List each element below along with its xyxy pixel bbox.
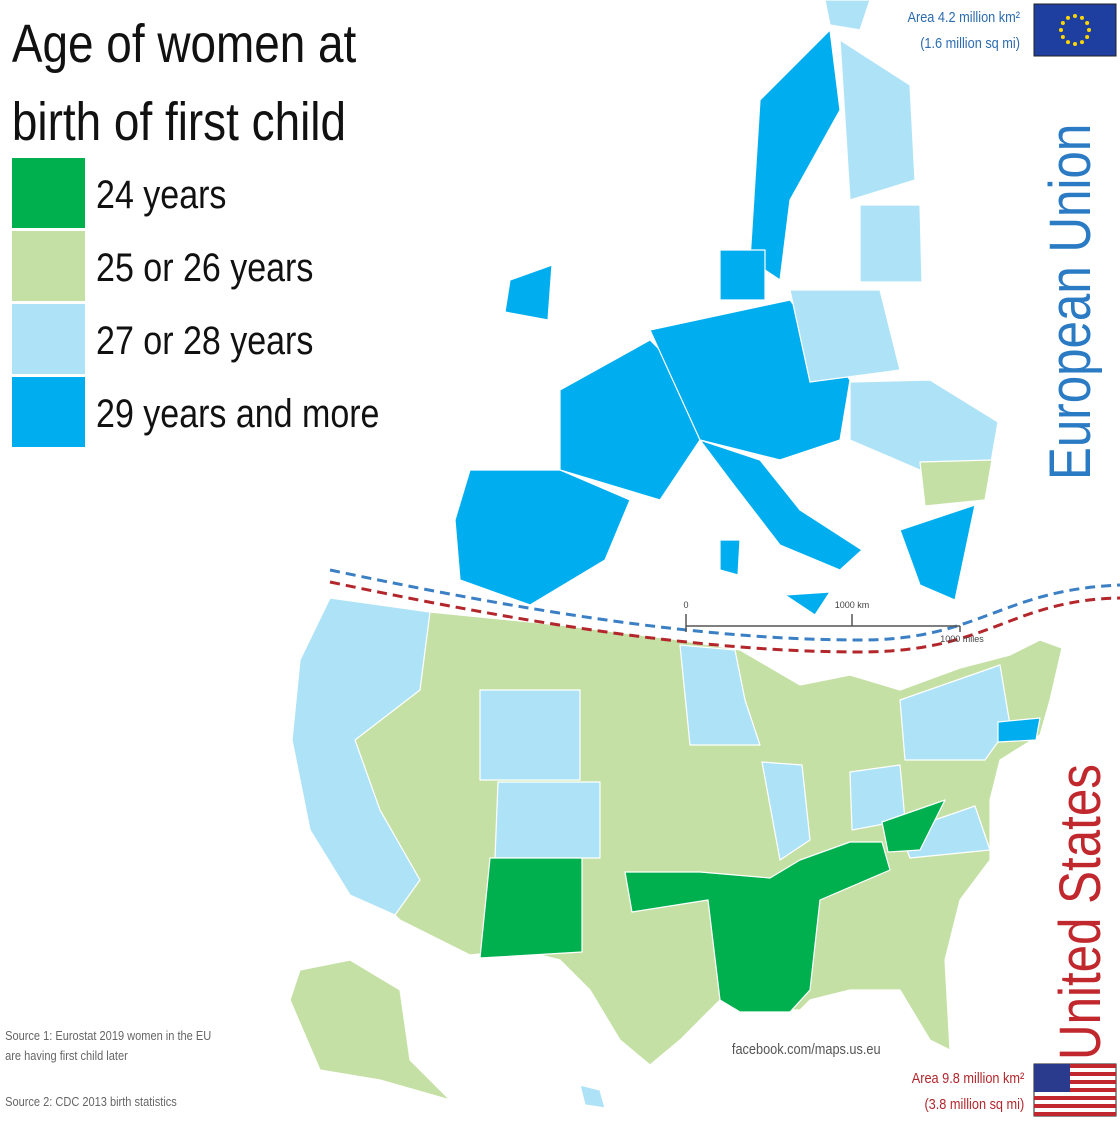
region xyxy=(494,781,601,859)
region xyxy=(789,289,901,383)
scale-label: 0 xyxy=(683,600,688,610)
region xyxy=(784,591,831,616)
legend-swatch xyxy=(12,231,85,301)
flag-star xyxy=(1066,40,1070,45)
region xyxy=(579,1084,606,1109)
flag-star xyxy=(1066,15,1070,20)
region xyxy=(899,664,1011,761)
regions xyxy=(289,0,1063,1109)
flag-stripe xyxy=(1070,1072,1116,1076)
flag-star xyxy=(1080,40,1084,45)
source: Source 2: CDC 2013 birth statistics xyxy=(5,1094,177,1109)
region xyxy=(679,644,761,746)
credit: facebook.com/maps.us.eu xyxy=(732,1040,881,1057)
region xyxy=(699,439,863,571)
flag-star xyxy=(1080,15,1084,20)
flag-star xyxy=(1085,21,1090,25)
legend-swatch xyxy=(12,304,85,374)
us-area-sq-mi: (3.8 million sq mi) xyxy=(924,1095,1024,1112)
us-name: United States xyxy=(1048,764,1113,1060)
region xyxy=(997,717,1041,743)
flag-star xyxy=(1060,21,1065,25)
legend-label: 25 or 26 years xyxy=(96,244,313,289)
legend-label: 27 or 28 years xyxy=(96,317,313,362)
flag-star xyxy=(1073,42,1077,46)
flag-star xyxy=(1087,28,1091,32)
region xyxy=(761,761,811,861)
region xyxy=(289,959,451,1101)
title-line: birth of first child xyxy=(12,92,346,152)
eu-name: European Union xyxy=(1038,124,1103,480)
legend-swatch xyxy=(12,377,85,447)
region xyxy=(899,504,976,601)
flag-star xyxy=(1060,35,1065,39)
region xyxy=(624,841,891,1013)
region xyxy=(719,249,766,301)
scale-bar xyxy=(685,614,961,632)
region xyxy=(504,264,553,321)
region xyxy=(454,469,631,606)
flag-canton xyxy=(1034,1064,1070,1092)
us-area: Area 9.8 million km² xyxy=(912,1069,1025,1086)
region xyxy=(849,379,999,471)
region xyxy=(839,39,916,201)
region xyxy=(479,857,583,959)
flag-star xyxy=(1073,14,1077,18)
us-flag xyxy=(1033,1063,1117,1117)
flag-stripe xyxy=(1070,1080,1116,1084)
title-line: Age of women at xyxy=(12,14,356,74)
flag-stripe xyxy=(1070,1064,1116,1068)
flag-stripe xyxy=(1070,1088,1116,1092)
region xyxy=(479,689,581,781)
region xyxy=(881,799,946,853)
scale-label: 1000 miles xyxy=(940,634,984,644)
eu-flag xyxy=(1033,3,1117,57)
eu-area: Area 4.2 million km² xyxy=(907,8,1020,25)
flag-stripe xyxy=(1034,1096,1116,1100)
source: Source 1: Eurostat 2019 women in the EU xyxy=(5,1028,211,1043)
region xyxy=(919,459,993,507)
source: are having first child later xyxy=(5,1048,128,1063)
region xyxy=(749,29,841,281)
eu-area-sq-mi: (1.6 million sq mi) xyxy=(920,34,1020,51)
region xyxy=(859,204,923,283)
flag-star xyxy=(1059,28,1063,32)
flag-field xyxy=(1033,3,1117,57)
region xyxy=(719,539,741,576)
region xyxy=(291,597,431,916)
divider-line xyxy=(329,580,1120,654)
legend: 24 years 25 or 26 years 27 or 28 years 29 y… xyxy=(12,158,379,447)
flag-stripe xyxy=(1034,1112,1116,1116)
region xyxy=(824,0,871,31)
flag-stripe xyxy=(1034,1104,1116,1108)
flag-star xyxy=(1085,35,1090,39)
scale-label: 1000 km xyxy=(835,600,870,610)
legend-swatch xyxy=(12,158,85,228)
legend-label: 29 years and more xyxy=(96,390,379,435)
legend-label: 24 years xyxy=(96,171,226,216)
